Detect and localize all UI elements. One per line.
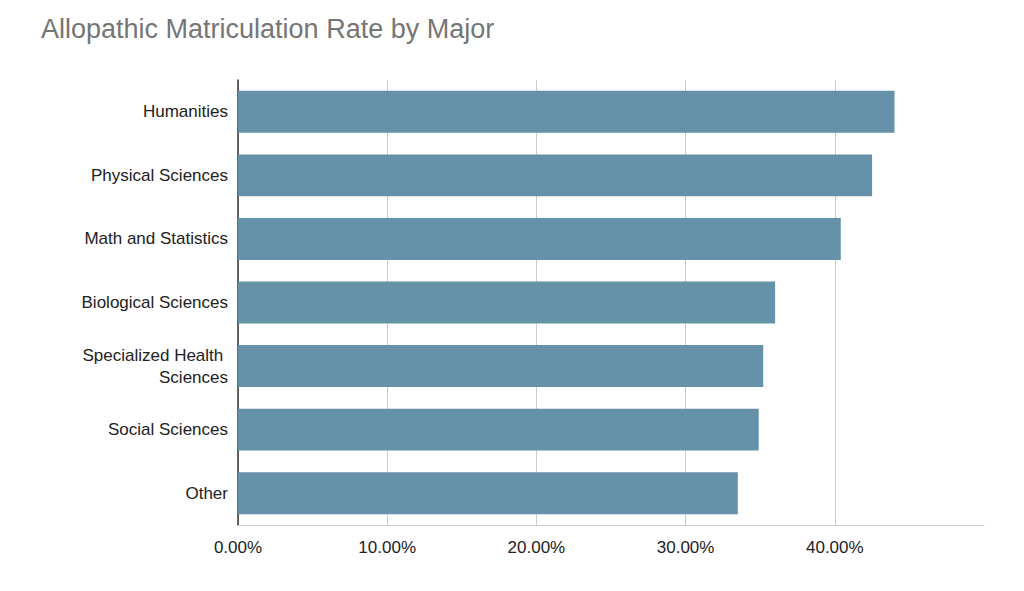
svg-text:0.00%: 0.00%	[214, 538, 262, 557]
svg-text:40.00%: 40.00%	[806, 538, 864, 557]
svg-text:10.00%: 10.00%	[358, 538, 416, 557]
svg-text:Specialized Health: Specialized Health	[82, 346, 228, 365]
svg-text:Biological Sciences: Biological Sciences	[82, 293, 228, 312]
svg-text:30.00%: 30.00%	[657, 538, 715, 557]
svg-text:Sciences: Sciences	[159, 368, 228, 387]
svg-text:Other: Other	[185, 484, 228, 503]
svg-text:20.00%: 20.00%	[508, 538, 566, 557]
svg-text:Social Sciences: Social Sciences	[108, 420, 228, 439]
svg-text:Physical Sciences: Physical Sciences	[91, 166, 228, 185]
svg-text:Math and Statistics: Math and Statistics	[84, 229, 228, 248]
svg-text:Allopathic Matriculation Rate: Allopathic Matriculation Rate by Major	[41, 14, 494, 44]
svg-text:Humanities: Humanities	[143, 102, 228, 121]
